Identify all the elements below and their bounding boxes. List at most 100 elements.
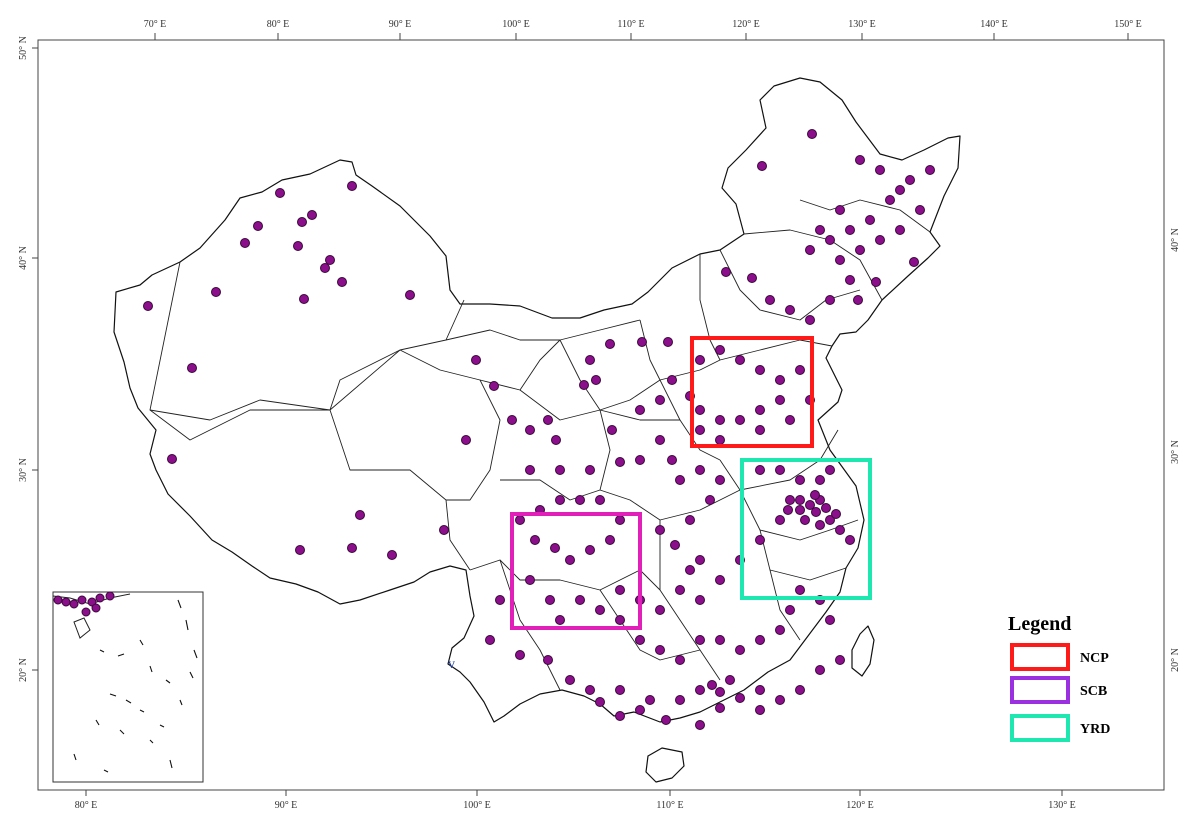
- monitoring-site-dot: [299, 294, 309, 304]
- monitoring-site-dot: [167, 454, 177, 464]
- monitoring-site-dot: [575, 495, 585, 505]
- monitoring-site-dot: [811, 507, 821, 517]
- legend-swatch-ncp: [1010, 643, 1070, 671]
- monitoring-site-dot: [747, 273, 757, 283]
- monitoring-site-dot: [471, 355, 481, 365]
- bottom-lon-label: 90° E: [275, 800, 298, 811]
- monitoring-site-dot: [800, 515, 810, 525]
- monitoring-site-dot: [387, 550, 397, 560]
- monitoring-site-dot: [615, 515, 625, 525]
- monitoring-site-dot: [543, 655, 553, 665]
- monitoring-site-dot: [715, 687, 725, 697]
- monitoring-site-dot: [675, 655, 685, 665]
- monitoring-site-dot: [925, 165, 935, 175]
- yrd-region-box: [740, 458, 872, 600]
- left-lat-label: 30° N: [18, 458, 29, 482]
- monitoring-site-dot: [845, 275, 855, 285]
- monitoring-site-dot: [585, 545, 595, 555]
- monitoring-site-dot: [670, 540, 680, 550]
- monitoring-site-dot: [605, 535, 615, 545]
- inset-site-dot: [69, 599, 79, 609]
- left-lat-label: 40° N: [18, 246, 29, 270]
- monitoring-site-dot: [607, 425, 617, 435]
- scb-region-box: [510, 512, 642, 630]
- inset-site-dot: [105, 591, 115, 601]
- monitoring-site-dot: [831, 509, 841, 519]
- monitoring-site-dot: [187, 363, 197, 373]
- monitoring-site-dot: [585, 465, 595, 475]
- monitoring-site-dot: [635, 405, 645, 415]
- monitoring-site-dot: [707, 680, 717, 690]
- legend-label-scb: SCB: [1080, 684, 1107, 699]
- monitoring-site-dot: [715, 345, 725, 355]
- monitoring-site-dot: [765, 295, 775, 305]
- monitoring-site-dot: [461, 435, 471, 445]
- monitoring-site-dot: [595, 697, 605, 707]
- monitoring-site-dot: [835, 255, 845, 265]
- monitoring-site-dot: [715, 415, 725, 425]
- monitoring-site-dot: [775, 465, 785, 475]
- monitoring-site-dot: [825, 515, 835, 525]
- monitoring-site-dot: [821, 503, 831, 513]
- monitoring-site-dot: [525, 575, 535, 585]
- monitoring-site-dot: [715, 475, 725, 485]
- bottom-lon-label: 120° E: [846, 800, 874, 811]
- monitoring-site-dot: [405, 290, 415, 300]
- monitoring-site-dot: [785, 305, 795, 315]
- province-boundaries: [149, 199, 931, 691]
- monitoring-site-dot: [605, 339, 615, 349]
- monitoring-site-dot: [515, 650, 525, 660]
- monitoring-site-dot: [543, 415, 553, 425]
- monitoring-site-dot: [685, 565, 695, 575]
- monitoring-site-dot: [489, 381, 499, 391]
- inset-site-dot: [81, 607, 91, 617]
- monitoring-site-dot: [715, 635, 725, 645]
- right-lat-label: 40° N: [1170, 228, 1181, 252]
- inset-site-dot: [53, 595, 63, 605]
- monitoring-site-dot: [695, 355, 705, 365]
- monitoring-site-dot: [795, 505, 805, 515]
- monitoring-site-dot: [667, 455, 677, 465]
- left-lat-label: 50° N: [18, 36, 29, 60]
- bottom-lon-label: 100° E: [463, 800, 491, 811]
- monitoring-site-dot: [555, 495, 565, 505]
- monitoring-site-dot: [805, 245, 815, 255]
- right-lat-label: 30° N: [1170, 440, 1181, 464]
- monitoring-site-dot: [663, 337, 673, 347]
- monitoring-site-dot: [507, 415, 517, 425]
- top-lon-label: 80° E: [267, 19, 290, 30]
- monitoring-site-dot: [675, 695, 685, 705]
- monitoring-site-dot: [795, 365, 805, 375]
- right-lat-label: 20° N: [1170, 648, 1181, 672]
- monitoring-site-dot: [635, 635, 645, 645]
- monitoring-site-dot: [555, 615, 565, 625]
- legend-label-yrd: YRD: [1080, 722, 1110, 737]
- monitoring-site-dot: [240, 238, 250, 248]
- monitoring-site-dot: [895, 225, 905, 235]
- top-lon-label: 140° E: [980, 19, 1008, 30]
- monitoring-site-dot: [675, 585, 685, 595]
- monitoring-site-dot: [637, 337, 647, 347]
- monitoring-site-dot: [615, 585, 625, 595]
- legend-swatch-scb: [1010, 676, 1070, 704]
- top-lon-label: 150° E: [1114, 19, 1142, 30]
- monitoring-site-dot: [591, 375, 601, 385]
- monitoring-site-dot: [795, 495, 805, 505]
- monitoring-site-dot: [545, 595, 555, 605]
- legend-title: Legend: [1008, 613, 1071, 635]
- monitoring-site-dot: [575, 595, 585, 605]
- monitoring-site-dot: [721, 267, 731, 277]
- monitoring-site-dot: [655, 395, 665, 405]
- monitoring-site-dot: [635, 455, 645, 465]
- monitoring-site-dot: [695, 555, 705, 565]
- bottom-longitude-axis: 80° E 90° E 100° E 110° E 120° E 130° E: [75, 790, 1076, 811]
- monitoring-site-dot: [695, 465, 705, 475]
- monitoring-site-dot: [705, 495, 715, 505]
- monitoring-site-dot: [645, 695, 655, 705]
- top-lon-label: 100° E: [502, 19, 530, 30]
- monitoring-site-dot: [615, 457, 625, 467]
- monitoring-site-dot: [715, 575, 725, 585]
- monitoring-site-dot: [815, 665, 825, 675]
- monitoring-site-dot: [755, 465, 765, 475]
